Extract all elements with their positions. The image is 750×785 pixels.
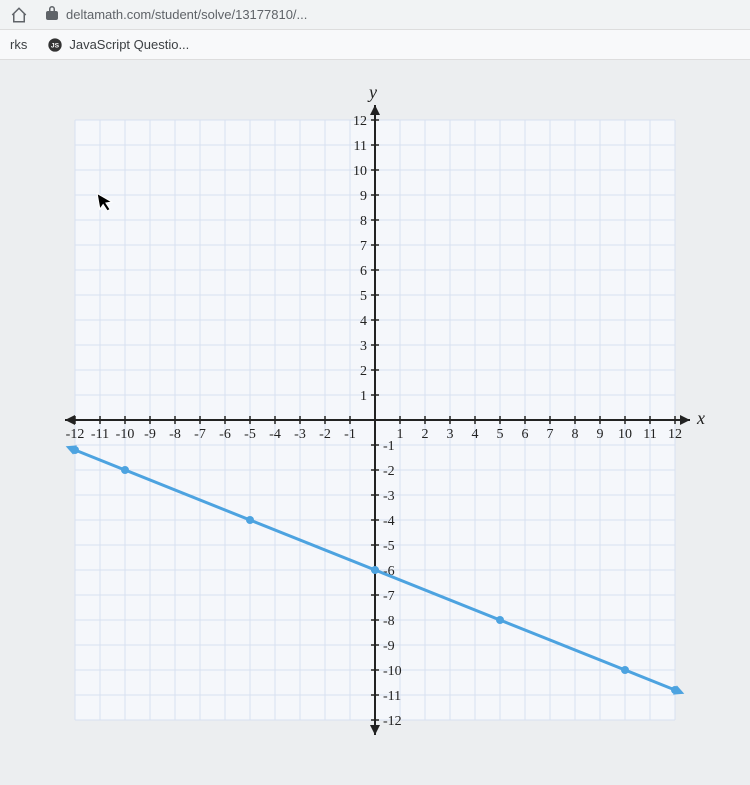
chart-svg: -12-11-10-9-8-7-6-5-4-3-2-11234567891011… <box>35 80 715 760</box>
bookmark-label: JavaScript Questio... <box>69 37 189 52</box>
svg-text:-9: -9 <box>383 639 395 654</box>
svg-text:5: 5 <box>497 427 504 442</box>
svg-text:4: 4 <box>360 314 367 329</box>
svg-text:-1: -1 <box>383 439 395 454</box>
svg-text:6: 6 <box>522 427 529 442</box>
url-text: deltamath.com/student/solve/13177810/... <box>66 7 307 22</box>
svg-text:-12: -12 <box>66 427 85 442</box>
svg-text:12: 12 <box>668 427 682 442</box>
home-icon[interactable] <box>10 6 28 24</box>
svg-text:-11: -11 <box>91 427 109 442</box>
svg-text:-4: -4 <box>383 514 395 529</box>
svg-text:11: 11 <box>643 427 656 442</box>
svg-text:-10: -10 <box>116 427 135 442</box>
svg-text:-1: -1 <box>344 427 356 442</box>
bookmark-label: rks <box>10 37 27 52</box>
svg-text:2: 2 <box>360 364 367 379</box>
svg-text:1: 1 <box>397 427 404 442</box>
svg-text:-2: -2 <box>319 427 331 442</box>
svg-text:4: 4 <box>472 427 479 442</box>
svg-text:7: 7 <box>360 239 367 254</box>
svg-text:-9: -9 <box>144 427 156 442</box>
svg-text:-3: -3 <box>383 489 395 504</box>
svg-text:-12: -12 <box>383 714 402 729</box>
svg-text:JS: JS <box>51 42 60 49</box>
svg-text:-5: -5 <box>383 539 395 554</box>
browser-url-bar: deltamath.com/student/solve/13177810/... <box>0 0 750 30</box>
svg-text:3: 3 <box>360 339 367 354</box>
svg-text:9: 9 <box>597 427 604 442</box>
svg-text:5: 5 <box>360 289 367 304</box>
bookmark-item-1[interactable]: rks <box>10 37 27 52</box>
javascript-icon: JS <box>47 37 63 53</box>
svg-text:11: 11 <box>354 139 367 154</box>
x-axis-label: x <box>697 408 705 429</box>
svg-text:-3: -3 <box>294 427 306 442</box>
coordinate-chart: -12-11-10-9-8-7-6-5-4-3-2-11234567891011… <box>35 80 715 765</box>
svg-text:-2: -2 <box>383 464 395 479</box>
svg-text:1: 1 <box>360 389 367 404</box>
svg-text:7: 7 <box>547 427 554 442</box>
svg-text:2: 2 <box>422 427 429 442</box>
svg-text:8: 8 <box>360 214 367 229</box>
svg-text:8: 8 <box>572 427 579 442</box>
svg-text:3: 3 <box>447 427 454 442</box>
svg-text:-5: -5 <box>244 427 256 442</box>
svg-text:-8: -8 <box>169 427 181 442</box>
svg-text:6: 6 <box>360 264 367 279</box>
svg-text:-7: -7 <box>194 427 206 442</box>
content-area: -12-11-10-9-8-7-6-5-4-3-2-11234567891011… <box>0 60 750 785</box>
svg-text:-11: -11 <box>383 689 401 704</box>
bookmarks-bar: rks JS JavaScript Questio... <box>0 30 750 60</box>
svg-text:-10: -10 <box>383 664 402 679</box>
svg-text:12: 12 <box>353 114 367 129</box>
svg-text:-6: -6 <box>219 427 231 442</box>
lock-icon <box>46 6 58 23</box>
svg-text:9: 9 <box>360 189 367 204</box>
svg-text:10: 10 <box>353 164 367 179</box>
svg-text:-8: -8 <box>383 614 395 629</box>
y-axis-label: y <box>369 82 377 103</box>
svg-text:-7: -7 <box>383 589 395 604</box>
svg-text:-4: -4 <box>269 427 281 442</box>
bookmark-item-2[interactable]: JS JavaScript Questio... <box>47 37 189 53</box>
svg-text:10: 10 <box>618 427 632 442</box>
